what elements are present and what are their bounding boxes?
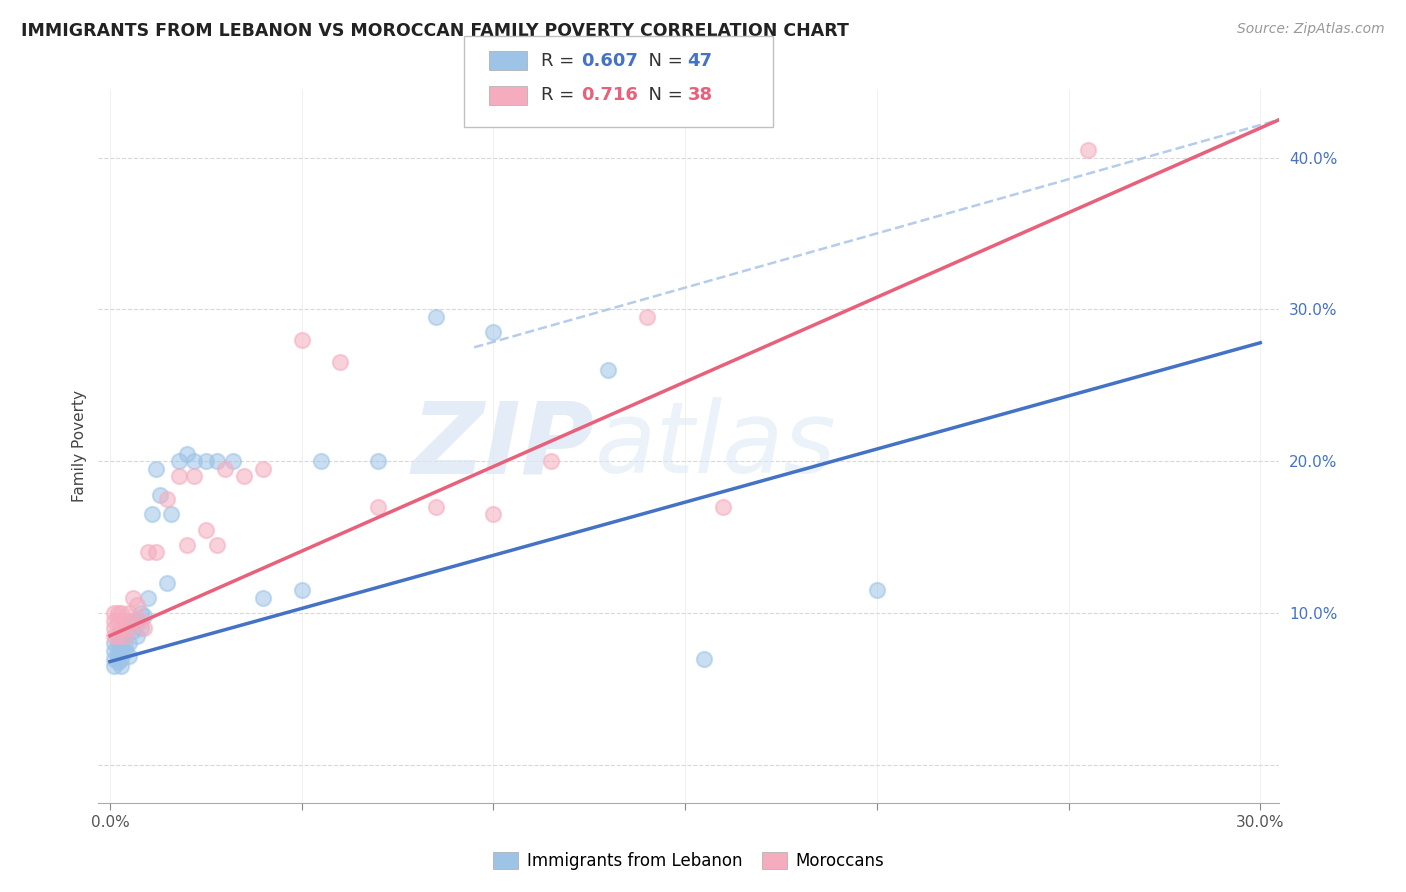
Point	[107, 614, 129, 628]
Point	[167, 469, 190, 483]
Point	[129, 606, 152, 620]
Point	[194, 454, 217, 468]
Point	[329, 355, 352, 369]
Point	[107, 648, 129, 663]
Point	[125, 614, 148, 628]
Point	[118, 636, 141, 650]
Point	[693, 651, 716, 665]
Text: ZIP: ZIP	[412, 398, 595, 494]
Point	[134, 609, 156, 624]
Point	[149, 487, 172, 501]
Point	[252, 591, 274, 605]
Point	[221, 454, 243, 468]
Point	[1077, 143, 1099, 157]
Point	[214, 462, 236, 476]
Point	[145, 545, 167, 559]
Legend: Immigrants from Lebanon, Moroccans: Immigrants from Lebanon, Moroccans	[486, 845, 891, 877]
Point	[103, 621, 125, 635]
Point	[122, 614, 145, 628]
Y-axis label: Family Poverty: Family Poverty	[72, 390, 87, 502]
Point	[866, 583, 889, 598]
Point	[540, 454, 562, 468]
Point	[598, 363, 620, 377]
Point	[713, 500, 735, 514]
Point	[103, 644, 125, 658]
Point	[110, 640, 132, 654]
Point	[252, 462, 274, 476]
Point	[136, 591, 159, 605]
Point	[233, 469, 256, 483]
Point	[183, 469, 205, 483]
Point	[107, 655, 129, 669]
Point	[125, 599, 148, 613]
Point	[122, 614, 145, 628]
Point	[122, 624, 145, 639]
Point	[110, 659, 132, 673]
Point	[110, 633, 132, 648]
Point	[367, 500, 389, 514]
Text: atlas: atlas	[595, 398, 837, 494]
Point	[114, 629, 136, 643]
Point	[110, 621, 132, 635]
Text: Source: ZipAtlas.com: Source: ZipAtlas.com	[1237, 22, 1385, 37]
Point	[118, 606, 141, 620]
Point	[110, 606, 132, 620]
Point	[114, 640, 136, 654]
Point	[114, 644, 136, 658]
Text: N =: N =	[637, 87, 689, 104]
Point	[156, 492, 179, 507]
Point	[636, 310, 658, 324]
Point	[129, 621, 152, 635]
Point	[183, 454, 205, 468]
Text: IMMIGRANTS FROM LEBANON VS MOROCCAN FAMILY POVERTY CORRELATION CHART: IMMIGRANTS FROM LEBANON VS MOROCCAN FAMI…	[21, 22, 849, 40]
Point	[482, 325, 505, 339]
Point	[103, 629, 125, 643]
Point	[141, 508, 163, 522]
Point	[118, 621, 141, 635]
Point	[194, 523, 217, 537]
Point	[425, 500, 447, 514]
Point	[425, 310, 447, 324]
Point	[122, 591, 145, 605]
Point	[367, 454, 389, 468]
Point	[114, 629, 136, 643]
Point	[103, 651, 125, 665]
Point	[291, 583, 314, 598]
Text: N =: N =	[637, 52, 689, 70]
Point	[136, 545, 159, 559]
Point	[114, 614, 136, 628]
Text: 0.716: 0.716	[581, 87, 637, 104]
Point	[207, 454, 229, 468]
Point	[107, 629, 129, 643]
Point	[110, 651, 132, 665]
Text: 38: 38	[688, 87, 713, 104]
Point	[107, 636, 129, 650]
Point	[125, 629, 148, 643]
Text: R =: R =	[541, 87, 581, 104]
Point	[129, 614, 152, 628]
Point	[118, 621, 141, 635]
Point	[103, 659, 125, 673]
Point	[103, 606, 125, 620]
Point	[176, 538, 198, 552]
Point	[156, 575, 179, 590]
Point	[107, 629, 129, 643]
Text: 0.607: 0.607	[581, 52, 637, 70]
Point	[118, 648, 141, 663]
Point	[309, 454, 332, 468]
Point	[291, 333, 314, 347]
Point	[482, 508, 505, 522]
Point	[103, 636, 125, 650]
Point	[160, 508, 183, 522]
Point	[207, 538, 229, 552]
Text: 47: 47	[688, 52, 713, 70]
Point	[134, 621, 156, 635]
Point	[145, 462, 167, 476]
Point	[167, 454, 190, 468]
Point	[107, 644, 129, 658]
Text: R =: R =	[541, 52, 581, 70]
Point	[103, 614, 125, 628]
Point	[176, 447, 198, 461]
Point	[107, 606, 129, 620]
